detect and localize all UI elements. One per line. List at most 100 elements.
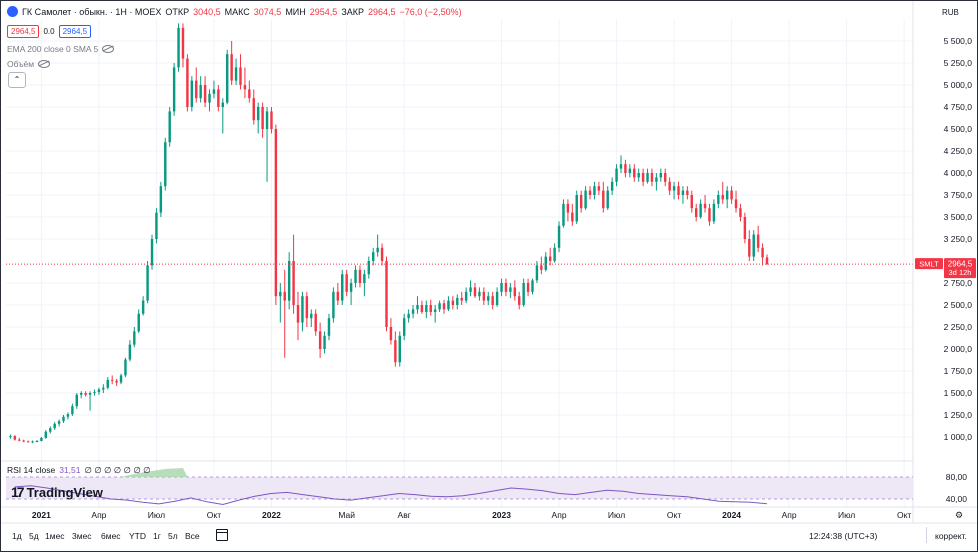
candle[interactable]: [456, 294, 459, 310]
candle[interactable]: [261, 102, 264, 138]
candle[interactable]: [252, 89, 255, 125]
candle[interactable]: [372, 247, 375, 266]
candle[interactable]: [212, 80, 216, 99]
candle[interactable]: [495, 287, 499, 307]
candle[interactable]: [646, 168, 649, 184]
candle[interactable]: [354, 265, 357, 288]
candle[interactable]: [668, 177, 671, 195]
candle[interactable]: [518, 291, 521, 310]
candle[interactable]: [287, 252, 291, 310]
candle[interactable]: [115, 378, 118, 386]
eye-hidden-icon[interactable]: [38, 60, 51, 68]
candle[interactable]: [531, 278, 534, 295]
bid-button[interactable]: 2964,5: [7, 25, 40, 38]
candle[interactable]: [248, 80, 251, 103]
candle[interactable]: [243, 67, 247, 99]
candle[interactable]: [26, 440, 30, 443]
candle[interactable]: [615, 164, 618, 187]
symbol-logo-icon[interactable]: [7, 6, 18, 17]
collapse-legend-button[interactable]: ⌃: [8, 72, 26, 88]
candle[interactable]: [172, 63, 176, 116]
candle[interactable]: [9, 434, 12, 439]
candle[interactable]: [341, 269, 344, 305]
candle[interactable]: [535, 261, 539, 283]
candle[interactable]: [548, 247, 552, 266]
candle[interactable]: [66, 412, 70, 420]
candle[interactable]: [597, 181, 601, 195]
candle[interactable]: [177, 23, 180, 72]
candle[interactable]: [345, 269, 348, 297]
candle[interactable]: [318, 322, 322, 358]
candle[interactable]: [721, 181, 724, 204]
candle[interactable]: [739, 203, 742, 222]
candle[interactable]: [610, 177, 614, 195]
candle[interactable]: [102, 384, 105, 393]
candle[interactable]: [93, 389, 96, 396]
candle[interactable]: [221, 98, 225, 134]
candle[interactable]: [664, 168, 667, 187]
candle[interactable]: [190, 76, 194, 112]
candle[interactable]: [588, 186, 592, 200]
candle[interactable]: [332, 287, 335, 323]
candle[interactable]: [265, 107, 269, 182]
candle[interactable]: [49, 426, 52, 434]
candle[interactable]: [411, 305, 415, 319]
candle[interactable]: [544, 252, 547, 272]
candle[interactable]: [690, 190, 693, 213]
candle[interactable]: [672, 181, 676, 200]
candle[interactable]: [425, 300, 428, 319]
candle[interactable]: [181, 23, 185, 68]
candle[interactable]: [571, 203, 574, 226]
candle[interactable]: [234, 58, 238, 85]
candle[interactable]: [53, 422, 56, 430]
candle[interactable]: [438, 300, 441, 313]
candle[interactable]: [677, 181, 680, 200]
candle[interactable]: [203, 76, 207, 107]
candle[interactable]: [606, 186, 609, 210]
candle[interactable]: [71, 403, 74, 416]
candle[interactable]: [526, 278, 530, 297]
candle[interactable]: [584, 186, 587, 210]
candle[interactable]: [349, 278, 353, 305]
candle[interactable]: [491, 291, 494, 310]
candle[interactable]: [429, 299, 432, 316]
candle[interactable]: [13, 435, 17, 441]
candle[interactable]: [314, 309, 317, 336]
candle[interactable]: [323, 331, 326, 354]
candle[interactable]: [522, 278, 525, 307]
candle[interactable]: [336, 283, 340, 305]
candle[interactable]: [593, 181, 596, 200]
candle[interactable]: [279, 283, 282, 323]
candle[interactable]: [566, 199, 570, 222]
calendar-icon[interactable]: [216, 529, 228, 541]
candle[interactable]: [575, 190, 578, 225]
eye-hidden-icon[interactable]: [102, 45, 115, 53]
candle[interactable]: [270, 107, 273, 134]
candle[interactable]: [420, 300, 424, 314]
candle[interactable]: [579, 190, 583, 213]
candle[interactable]: [22, 439, 25, 443]
range-button-YTD[interactable]: YTD: [129, 531, 146, 541]
candle[interactable]: [487, 291, 490, 305]
symbol-title[interactable]: ГК Самолет · обыкн. · 1Н · MOEX: [22, 6, 162, 17]
candle[interactable]: [57, 419, 61, 427]
candle[interactable]: [540, 256, 543, 275]
candle[interactable]: [681, 186, 685, 204]
candle[interactable]: [376, 234, 379, 257]
range-button-6мес[interactable]: 6мес: [101, 531, 121, 541]
range-button-1г[interactable]: 1г: [153, 531, 161, 541]
candle[interactable]: [748, 230, 751, 261]
candle[interactable]: [110, 375, 114, 385]
candle[interactable]: [106, 377, 109, 390]
candle[interactable]: [694, 203, 698, 222]
candle[interactable]: [633, 164, 636, 182]
candle[interactable]: [416, 296, 419, 314]
candle[interactable]: [226, 49, 229, 105]
candle[interactable]: [380, 243, 384, 266]
candle[interactable]: [44, 429, 48, 439]
candle[interactable]: [195, 67, 198, 103]
candle[interactable]: [35, 440, 39, 443]
ema-legend[interactable]: EMA 200 close 0 SMA 5: [7, 44, 115, 54]
candle[interactable]: [31, 440, 34, 444]
